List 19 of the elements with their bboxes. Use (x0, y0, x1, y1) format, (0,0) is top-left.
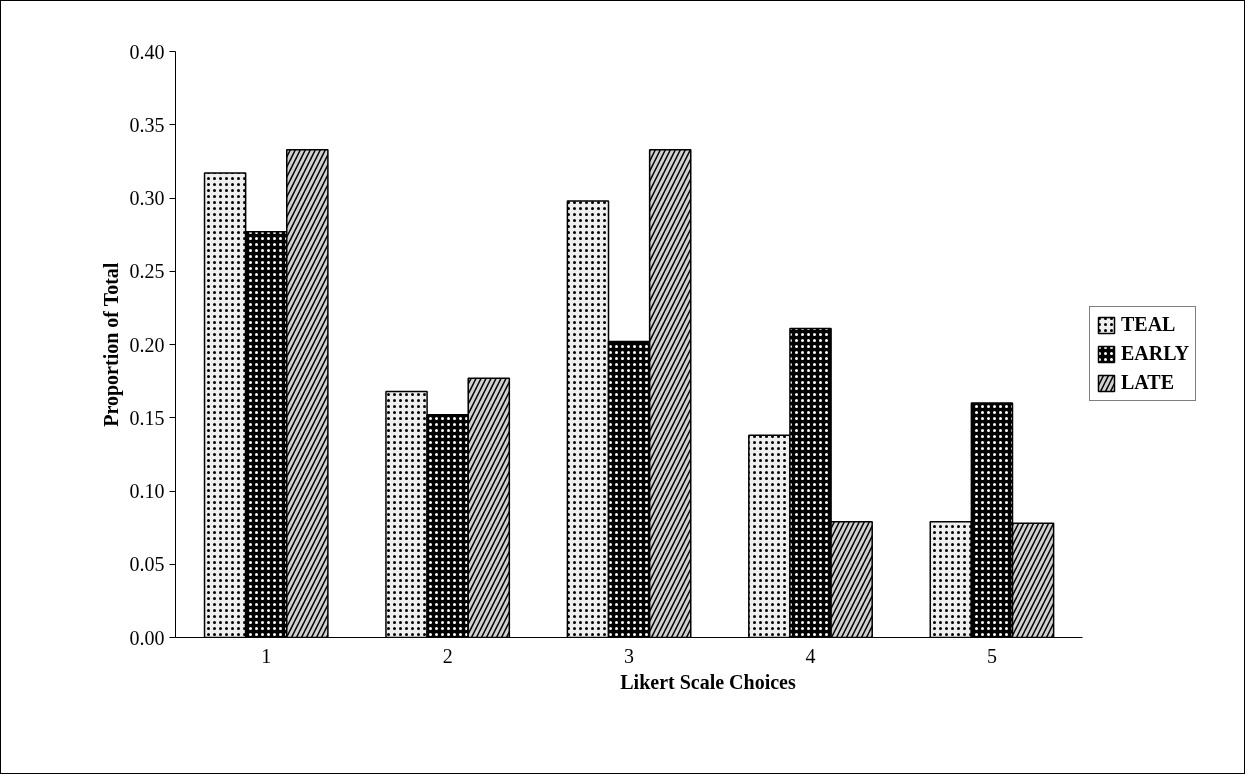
y-tick-label: 0.35 (129, 113, 165, 136)
x-axis-title: Likert Scale Choices (620, 670, 796, 693)
x-tick-label: 3 (624, 644, 635, 667)
x-tick-label: 1 (261, 644, 272, 667)
y-tick-label: 0.10 (129, 480, 165, 502)
legend-label: EARLY (1121, 342, 1190, 365)
y-axis-title: Proportion of Total (99, 262, 123, 427)
x-tick-label: 5 (986, 644, 997, 667)
y-tick-label: 0.05 (129, 553, 165, 576)
legend-label: TEAL (1121, 313, 1176, 336)
y-tick-label: 0.30 (129, 187, 165, 209)
y-tick-label: 0.00 (129, 626, 165, 649)
y-tick-label: 0.20 (129, 333, 165, 356)
y-tick-label: 0.40 (129, 40, 165, 63)
legend-label: LATE (1121, 371, 1174, 394)
y-tick-label: 0.15 (129, 406, 165, 429)
x-tick-label: 4 (805, 644, 816, 667)
y-tick-label: 0.25 (129, 260, 165, 283)
x-tick-label: 2 (442, 644, 453, 667)
